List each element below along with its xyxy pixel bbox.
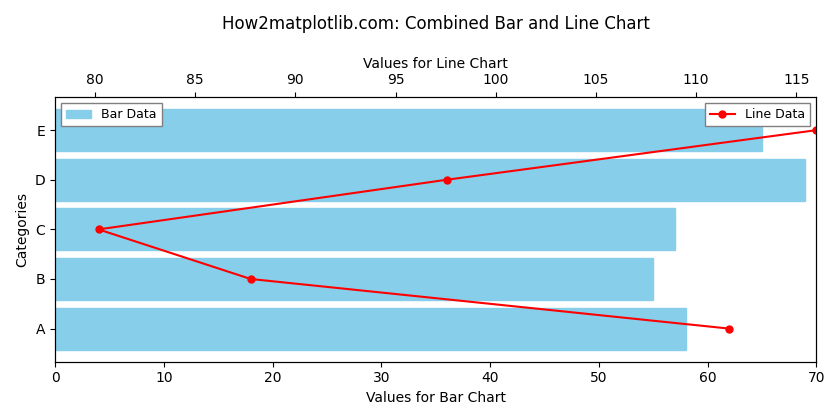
Legend: Line Data: Line Data bbox=[705, 103, 810, 126]
Line: Line Data: Line Data bbox=[95, 127, 820, 332]
X-axis label: Values for Line Chart: Values for Line Chart bbox=[363, 57, 508, 71]
Line Data bbox=[93, 227, 103, 232]
Bar bbox=[55, 258, 654, 300]
Line Data bbox=[724, 326, 734, 331]
Bar bbox=[55, 109, 762, 151]
Line Data bbox=[811, 128, 822, 133]
Title: How2matplotlib.com: Combined Bar and Line Chart: How2matplotlib.com: Combined Bar and Lin… bbox=[222, 15, 649, 33]
Line Data bbox=[246, 276, 256, 281]
Line Data bbox=[442, 177, 452, 182]
X-axis label: Values for Bar Chart: Values for Bar Chart bbox=[365, 391, 506, 405]
Bar bbox=[55, 307, 685, 350]
Y-axis label: Categories: Categories bbox=[15, 192, 29, 267]
Bar bbox=[55, 159, 806, 201]
Bar bbox=[55, 208, 675, 250]
